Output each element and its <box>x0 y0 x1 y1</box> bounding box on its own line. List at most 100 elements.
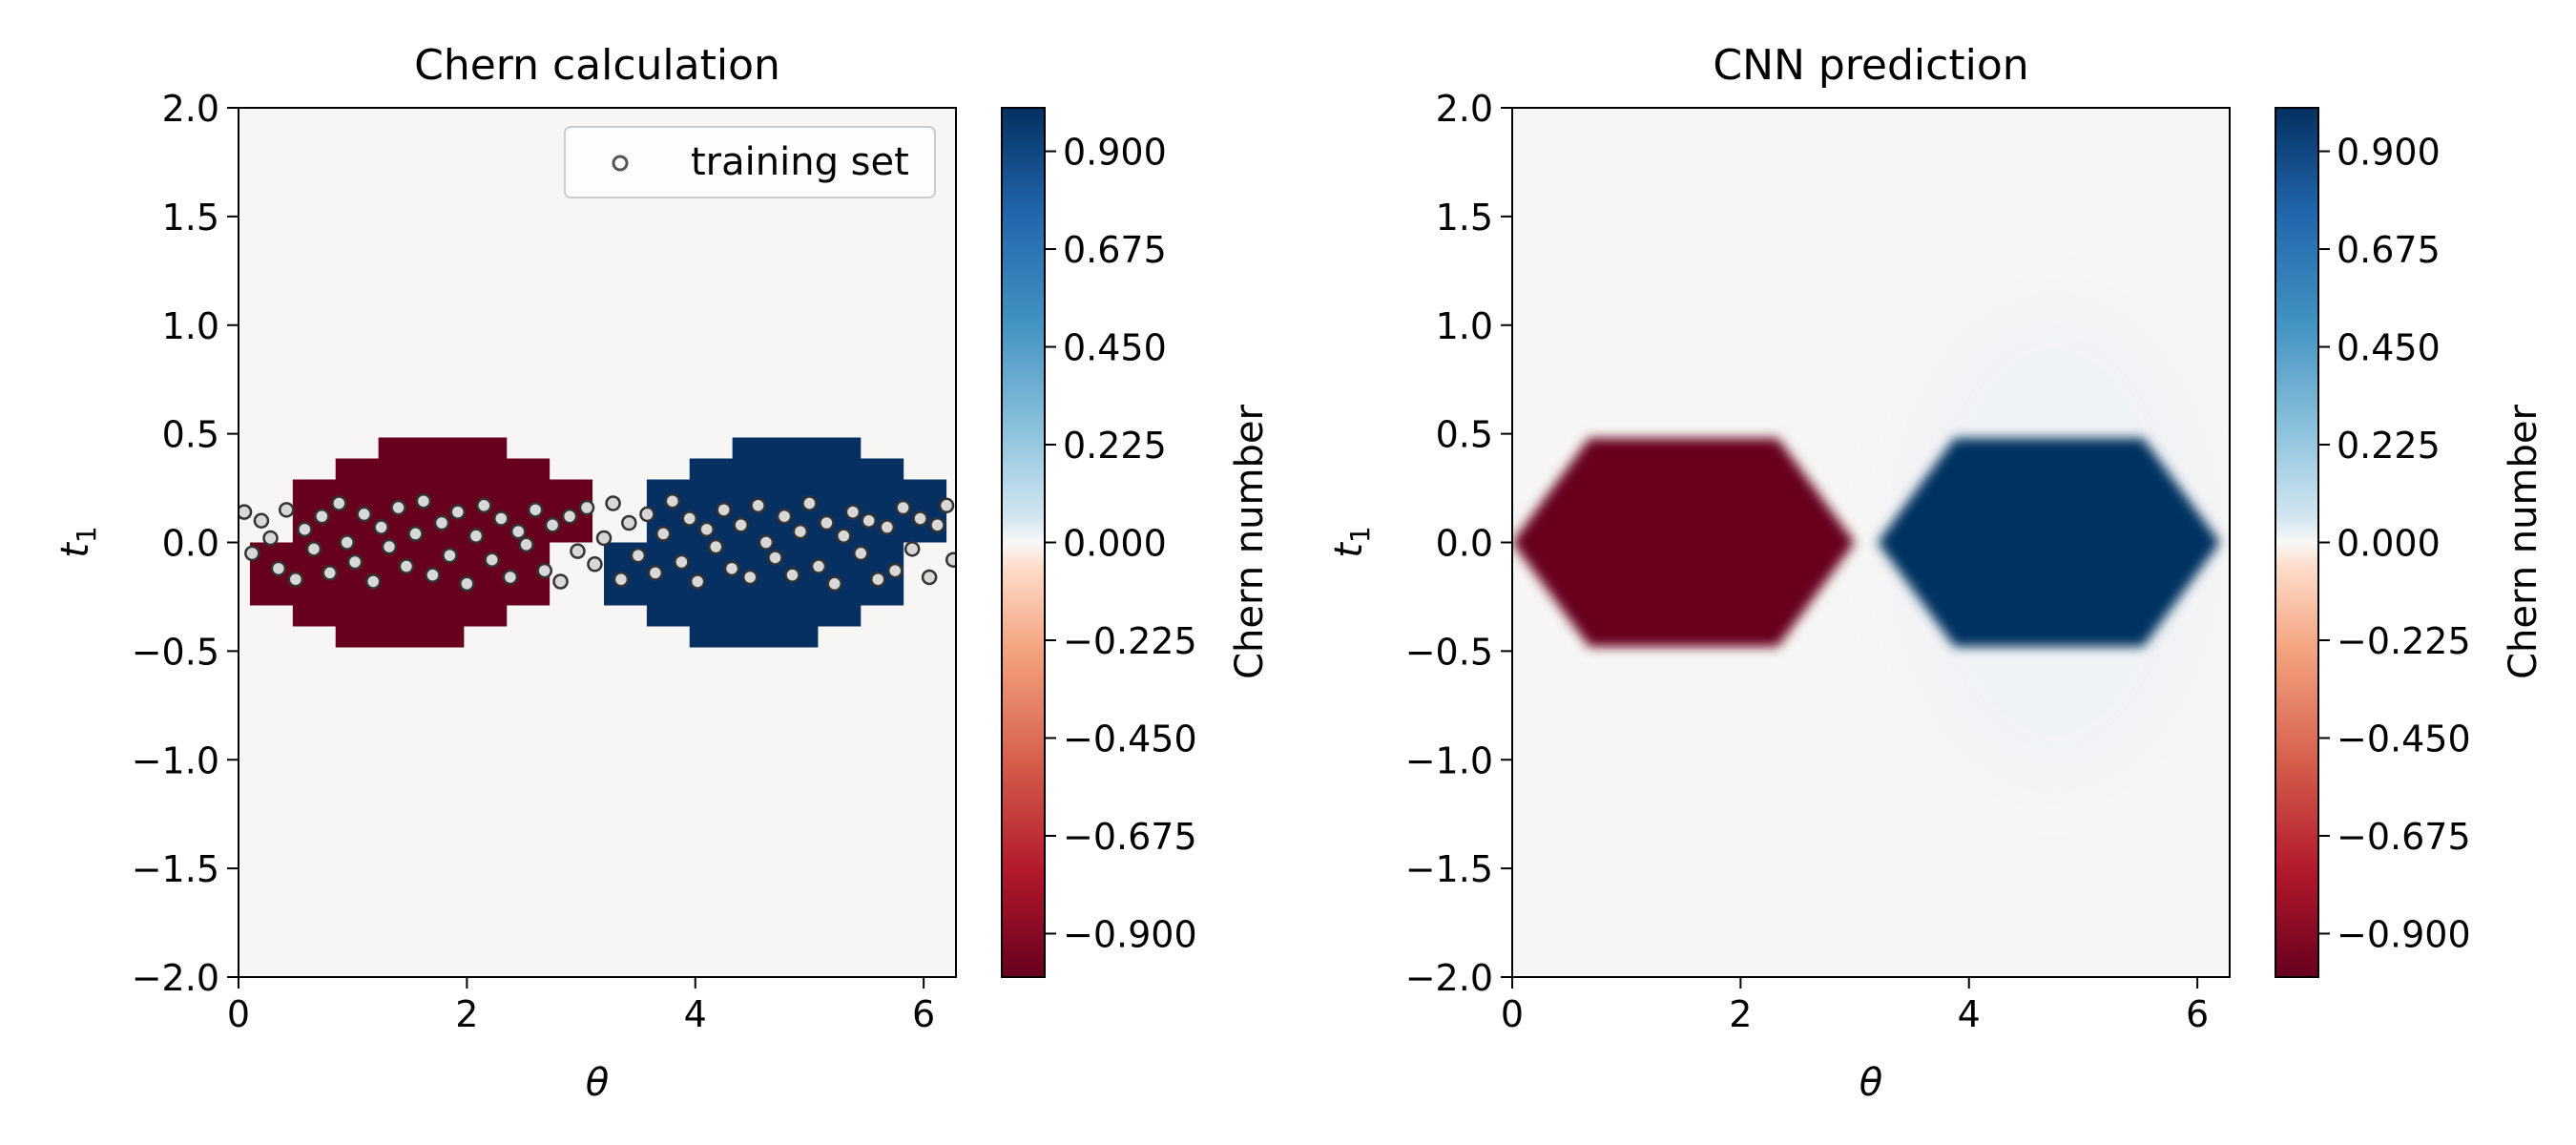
training-point <box>605 495 621 511</box>
training-point <box>945 552 956 568</box>
training-point <box>356 506 372 523</box>
colorbar-tick-label: 0.675 <box>2337 229 2441 271</box>
training-point <box>467 528 485 544</box>
x-tick-label: 2 <box>1729 993 1752 1035</box>
training-point <box>297 521 313 538</box>
prediction-lens <box>1878 438 2221 647</box>
training-point <box>750 497 766 514</box>
training-point <box>305 541 322 557</box>
x-tick-label: 6 <box>912 993 935 1035</box>
legend: training set <box>564 126 936 198</box>
y-tick-label: 1.5 <box>1436 197 1493 239</box>
training-point <box>578 499 595 516</box>
colorbar: 0.900 0.675 0.450 0.225 0.000 −0.225 −0.450 −0.… <box>2275 107 2545 978</box>
training-point <box>819 514 835 531</box>
y-tick-label: 0.0 <box>1436 523 1493 565</box>
y-tick-label: −0.5 <box>1405 631 1493 673</box>
training-point <box>536 562 553 579</box>
x-tick-label: 0 <box>227 993 250 1035</box>
training-point <box>544 517 561 533</box>
prediction-region <box>1878 438 2221 647</box>
training-point <box>476 497 492 514</box>
training-point <box>390 499 406 516</box>
x-axis-label: θ <box>586 1061 609 1105</box>
training-point <box>716 502 732 518</box>
heatmap-regions <box>249 437 947 648</box>
training-point <box>613 571 630 588</box>
training-point <box>518 536 534 553</box>
chern-region <box>249 437 593 648</box>
legend-marker-icon <box>612 155 629 172</box>
training-point <box>253 512 270 529</box>
training-point <box>853 545 869 562</box>
training-point <box>929 517 945 533</box>
training-point <box>314 508 330 525</box>
legend-label: training set <box>691 140 909 184</box>
training-point <box>527 502 544 518</box>
colorbar-tick-label: 0.900 <box>2337 132 2441 174</box>
training-point <box>912 510 928 527</box>
x-tick-label: 0 <box>1501 993 1524 1035</box>
colorbar-tick-label: −0.675 <box>2337 816 2471 858</box>
training-point <box>595 530 613 547</box>
colorbar-tick-label: 0.000 <box>2337 523 2441 565</box>
training-point <box>844 504 862 520</box>
y-tick-label: 0.5 <box>162 414 219 456</box>
training-point <box>279 502 295 518</box>
x-axis: 0 2 4 6 <box>1501 977 2209 1035</box>
training-point <box>767 550 783 566</box>
training-point <box>886 562 904 579</box>
x-axis: 0 2 4 6 <box>227 977 935 1035</box>
training-point <box>552 573 569 590</box>
training-point <box>654 526 672 542</box>
panel-cnn-prediction: 2.0 1.5 1.0 0.5 0.0 −0.5 −1.0 −1.5 −2.0 0 2 4 6 CNN… <box>1327 41 2545 1105</box>
x-tick-label: 4 <box>684 993 707 1035</box>
colorbar-label: Chern number <box>1228 405 1272 679</box>
training-point <box>776 508 793 525</box>
training-point <box>630 547 647 564</box>
training-point <box>647 565 664 581</box>
colorbar-tick-label: 0.450 <box>2337 327 2441 369</box>
prediction-lens <box>1512 438 1856 647</box>
training-point <box>674 553 690 571</box>
colorbar-tick-label: 0.000 <box>1063 523 1167 565</box>
training-point <box>484 552 500 568</box>
training-point <box>826 575 843 593</box>
training-point <box>784 567 800 583</box>
training-point <box>449 504 467 520</box>
colorbar-tick-label: −0.900 <box>2337 913 2471 955</box>
training-point <box>801 495 818 511</box>
training-point <box>689 573 706 590</box>
colorbar-tick-label: −0.675 <box>1063 816 1197 858</box>
training-point <box>879 519 896 535</box>
colorbar-ticks: 0.900 0.675 0.450 0.225 0.000 −0.225 −0.450 −0.… <box>2318 132 2471 955</box>
colorbar-tick-label: −0.450 <box>2337 718 2471 760</box>
x-axis-label: θ <box>1859 1061 1882 1105</box>
training-point <box>921 569 938 586</box>
training-point <box>836 528 852 544</box>
training-point <box>459 575 475 593</box>
colorbar: 0.900 0.675 0.450 0.225 0.000 −0.225 −0.450 −0.… <box>1001 107 1272 978</box>
prediction-region <box>1512 438 1856 647</box>
training-point <box>904 541 921 557</box>
training-point <box>587 556 603 572</box>
y-axis: 2.0 1.5 1.0 0.5 0.0 −0.5 −1.0 −1.5 −2.0 <box>132 88 239 999</box>
chart-title: Chern calculation <box>414 41 780 90</box>
training-point <box>938 497 955 514</box>
x-tick-label: 2 <box>455 993 478 1035</box>
training-point <box>442 547 458 564</box>
training-point <box>407 526 424 542</box>
training-point <box>322 565 339 581</box>
y-axis-label: t1 <box>1327 526 1376 558</box>
training-point <box>373 519 389 535</box>
chern-region <box>604 437 947 648</box>
y-tick-label: −0.5 <box>132 631 219 673</box>
y-axis: 2.0 1.5 1.0 0.5 0.0 −0.5 −1.0 −1.5 −2.0 <box>1405 88 1512 999</box>
training-point <box>870 571 886 588</box>
y-tick-label: 1.5 <box>162 197 219 239</box>
training-point <box>509 523 527 540</box>
y-axis-label: t1 <box>53 526 102 558</box>
training-point <box>723 560 740 577</box>
training-point <box>270 560 287 577</box>
